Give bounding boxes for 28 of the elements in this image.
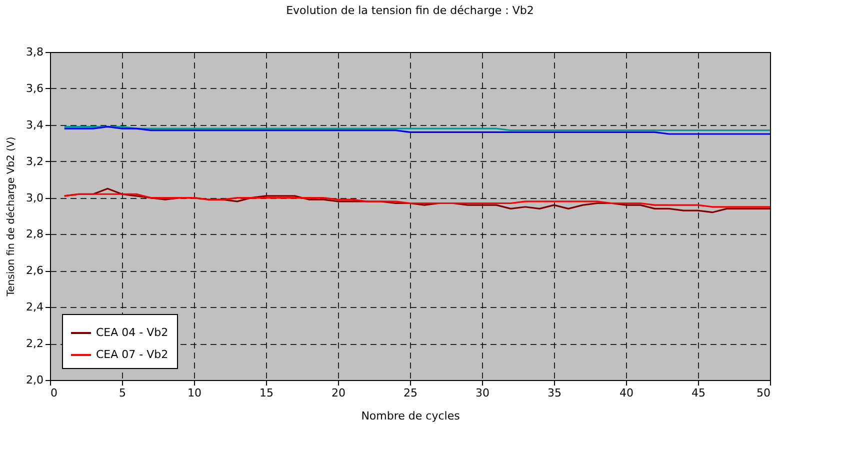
legend-label: CEA 04 - Vb2: [96, 326, 168, 339]
y-tick-label: 3,0: [26, 191, 44, 204]
legend-label: CEA 07 - Vb2: [96, 348, 168, 361]
x-tick-label: 50: [756, 386, 770, 400]
x-tick-label: 15: [260, 386, 274, 400]
x-tick-label: 25: [404, 386, 418, 400]
y-tick-label: 2,8: [26, 228, 44, 241]
x-axis-title: Nombre de cycles: [361, 410, 460, 422]
y-tick-label: 2,4: [26, 300, 44, 314]
x-tick-label: 35: [548, 386, 562, 400]
x-tick-label: 45: [692, 386, 706, 400]
line-series: [64, 126, 770, 135]
y-axis-title: Tension fin de décharge Vb2 (V): [6, 136, 18, 298]
x-tick-label: 30: [476, 386, 490, 400]
chart-title: Evolution de la tension fin de décharge : Vb2: [286, 4, 534, 17]
y-tick-label: 2,2: [26, 337, 44, 350]
y-tick-label: 3,2: [26, 154, 44, 168]
line-series: [64, 193, 770, 208]
y-tick-label: 2,6: [26, 264, 44, 278]
y-tick-label: 3,6: [26, 82, 44, 95]
x-tick-label: 10: [188, 386, 202, 400]
x-tick-label: 5: [119, 386, 126, 400]
y-tick-label: 2,0: [26, 374, 44, 386]
x-tick-label: 0: [50, 386, 58, 400]
y-tick-label: 3,4: [26, 118, 44, 132]
y-tick-label: 3,8: [26, 46, 44, 58]
x-tick-label: 40: [620, 386, 634, 400]
x-tick-label: 20: [332, 386, 346, 400]
